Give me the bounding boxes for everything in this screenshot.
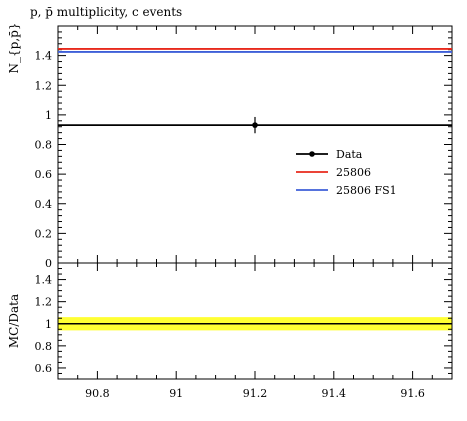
- data-point: [252, 122, 258, 128]
- ratio-x-tick-label: 91.2: [243, 387, 268, 400]
- main-plot-panel: 0 0.2 0.4 0.6 0.8 1 1.2 1.4 N_{p,p̄}: [7, 23, 453, 270]
- main-y-tick-label: 1: [45, 109, 52, 122]
- ratio-x-ticks: 90.8 91 91.2 91.4 91.6: [57, 263, 453, 400]
- legend-marker: [309, 151, 315, 157]
- main-x-ticks: [57, 26, 453, 263]
- main-y-tick-label: 0.2: [35, 227, 53, 240]
- ratio-x-tick-label: 91.6: [400, 387, 425, 400]
- main-y-tick-label: 1.4: [35, 50, 53, 63]
- legend-label: 25806: [336, 166, 371, 179]
- ratio-y-tick-label: 0.8: [35, 340, 53, 353]
- chart-title: p, p̄ multiplicity, c events: [30, 5, 182, 19]
- ratio-band-group: [58, 317, 452, 331]
- main-y-tick-label: 0.8: [35, 139, 53, 152]
- main-y-tick-label: 0.6: [35, 168, 53, 181]
- ratio-y-tick-label: 1.4: [35, 274, 53, 287]
- main-series-group: [58, 48, 452, 134]
- main-y-axis-label: N_{p,p̄}: [7, 23, 21, 74]
- ratio-x-tick-label: 90.8: [85, 387, 110, 400]
- legend-label: 25806 FS1: [336, 184, 397, 197]
- legend: Data 25806 25806 FS1: [296, 148, 397, 197]
- main-y-tick-label: 0: [45, 257, 52, 270]
- main-y-tick-label: 1.2: [35, 79, 53, 92]
- ratio-y-tick-label: 1: [45, 318, 52, 331]
- main-plot-frame: [57, 25, 453, 264]
- main-y-tick-label: 0.4: [35, 198, 53, 211]
- ratio-plot-panel: 0.6 0.8 1 1.2 1.4 90.8 91 91.2 91.4 91.6 MC/Data: [7, 262, 453, 400]
- legend-label: Data: [336, 148, 363, 161]
- ratio-y-ticks: 0.6 0.8 1 1.2 1.4: [35, 268, 452, 375]
- ratio-x-tick-label: 91: [169, 387, 183, 400]
- ratio-y-tick-label: 0.6: [35, 362, 53, 375]
- ratio-y-tick-label: 1.2: [35, 296, 53, 309]
- ratio-y-axis-label: MC/Data: [7, 294, 21, 348]
- ratio-x-tick-label: 91.4: [322, 387, 347, 400]
- main-y-ticks: 0 0.2 0.4 0.6 0.8 1 1.2 1.4: [35, 31, 452, 270]
